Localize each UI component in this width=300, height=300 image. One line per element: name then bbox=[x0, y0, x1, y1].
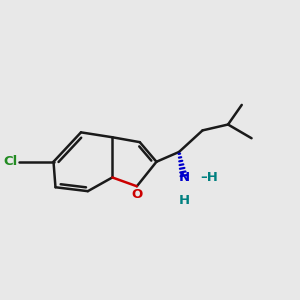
Text: –H: –H bbox=[200, 171, 218, 184]
Text: H: H bbox=[178, 194, 190, 207]
Text: Cl: Cl bbox=[4, 155, 18, 168]
Text: N: N bbox=[178, 171, 190, 184]
Text: O: O bbox=[131, 188, 142, 201]
